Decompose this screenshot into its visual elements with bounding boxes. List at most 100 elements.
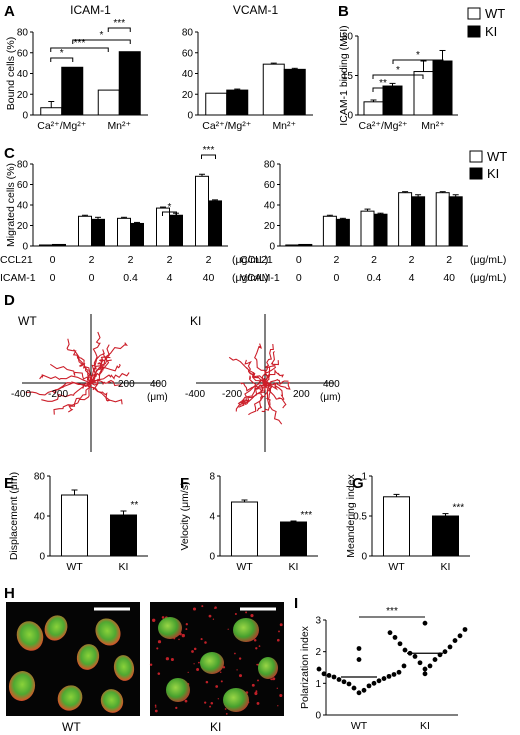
i-point-ki xyxy=(422,671,428,677)
A2-category-label: Ca²⁺/Mg²⁺ xyxy=(202,120,251,132)
C1-bar-ki xyxy=(208,200,222,247)
track-path xyxy=(39,374,92,384)
C1-bar-wt xyxy=(78,215,92,247)
chart-i: 0 1 2 3 Polarization index WT KI *** xyxy=(299,606,468,732)
A1-category-label: Mn²⁺ xyxy=(107,120,131,132)
A2-ytick-label: 0 xyxy=(187,111,193,122)
C2-unit-2: (μg/mL) xyxy=(470,272,506,284)
b-sig-bracket xyxy=(392,59,444,64)
a1-sig-bracket xyxy=(50,47,109,52)
C2-bar-wt xyxy=(285,244,300,247)
A1-bar-wt xyxy=(97,89,120,116)
C1-ligand-value: 40 xyxy=(203,272,215,284)
G-ytick-label: 0.5 xyxy=(353,512,367,523)
b-sig-label: * xyxy=(396,65,400,76)
i-point-ki xyxy=(402,647,408,653)
track-path xyxy=(264,382,283,425)
microscopy-wt xyxy=(6,602,140,716)
B-category-label: Ca²⁺/Mg²⁺ xyxy=(358,120,407,132)
F-ytick-label: 4 xyxy=(209,512,215,523)
track-path xyxy=(90,344,110,384)
panel-label-b: B xyxy=(338,3,349,20)
A1-ytick-label: 40 xyxy=(17,69,29,80)
speck xyxy=(154,706,157,708)
G-bar-ki xyxy=(432,515,459,557)
C2-ligand-value: 4 xyxy=(409,272,415,284)
track-path xyxy=(90,382,110,402)
A1-ytick-label: 0 xyxy=(22,111,28,122)
speck xyxy=(175,706,178,710)
E-category-label: KI xyxy=(119,561,129,573)
legend-swatch-wt xyxy=(467,7,481,20)
track-path xyxy=(90,331,101,384)
speck xyxy=(192,607,197,611)
i-point-ki xyxy=(447,644,453,650)
cell-ki-6 xyxy=(223,688,249,712)
B-ytick-label: 15 xyxy=(342,71,354,82)
speck xyxy=(210,702,214,705)
C1-ccl21-value: 2 xyxy=(206,254,212,266)
A2-ytick-label: 80 xyxy=(182,28,194,39)
C1-ligand-value: 0.4 xyxy=(123,272,138,284)
tracks-wt-tick-200: 200 xyxy=(118,379,135,390)
speck xyxy=(227,628,229,630)
speck xyxy=(256,663,259,666)
F-ytick-label: 0 xyxy=(209,552,215,563)
i-point-ki xyxy=(457,633,463,639)
chart-e: 0 40 80 Displacement (μm) WT KI ** xyxy=(8,472,148,573)
tracks-wt-tick-neg200: -200 xyxy=(48,389,68,400)
C2-row-label-1: CCL21 xyxy=(240,254,273,266)
track-path xyxy=(90,372,130,384)
track-path xyxy=(66,338,93,384)
E-category-label: WT xyxy=(66,561,83,573)
i-point-ki xyxy=(422,666,428,672)
i-point-wt xyxy=(356,690,362,696)
speck xyxy=(279,693,283,698)
i-point-wt xyxy=(356,646,362,651)
speck xyxy=(154,704,157,707)
speck xyxy=(165,657,170,661)
i-point-wt xyxy=(336,677,342,682)
track-path xyxy=(256,381,273,412)
chart-f: 0 4 8 Velocity (μm/s) WT KI *** xyxy=(179,472,318,573)
track-path xyxy=(49,363,92,384)
C1-sig-label: * xyxy=(168,202,172,213)
C1-bar-ki xyxy=(130,222,144,247)
A1-ytick-label: 20 xyxy=(17,90,29,101)
C2-ytick-label: 40 xyxy=(264,201,276,212)
C2-ccl21-value: 2 xyxy=(333,254,339,266)
C2-ligand-value: 40 xyxy=(443,272,455,284)
tracks-ki xyxy=(228,343,291,425)
speck xyxy=(154,709,158,713)
track-path xyxy=(264,380,291,391)
A1-ytick-label: 60 xyxy=(17,48,29,59)
cell-wt-8 xyxy=(100,689,124,713)
i-point-wt xyxy=(341,679,347,685)
i-point-ki xyxy=(452,638,458,643)
G-bar-wt xyxy=(383,496,410,557)
E-bar-ki xyxy=(110,514,137,557)
speck xyxy=(196,668,200,671)
C2-row-label-2: VCAM-1 xyxy=(240,272,280,284)
C1-sig-label: *** xyxy=(203,145,215,156)
i-sig-label: *** xyxy=(386,606,398,617)
b-sig-bracket xyxy=(372,87,394,92)
speck xyxy=(170,657,174,662)
C1-ligand-value: 4 xyxy=(167,272,173,284)
i-point-wt xyxy=(356,657,362,662)
F-ytick-label: 8 xyxy=(209,472,215,483)
i-point-wt xyxy=(376,678,382,684)
C1-bar-ki xyxy=(52,243,66,247)
i-point-ki xyxy=(427,663,433,669)
i-ytick-label: 2 xyxy=(315,647,321,658)
B-ytick-label: 0 xyxy=(347,111,353,122)
speck xyxy=(152,618,156,622)
i-point-wt xyxy=(366,683,372,689)
speck xyxy=(245,611,248,614)
C2-bar-wt xyxy=(360,210,375,247)
track-path xyxy=(264,343,274,384)
i-point-ki xyxy=(462,627,468,632)
C2-ytick-label: 0 xyxy=(269,242,275,253)
